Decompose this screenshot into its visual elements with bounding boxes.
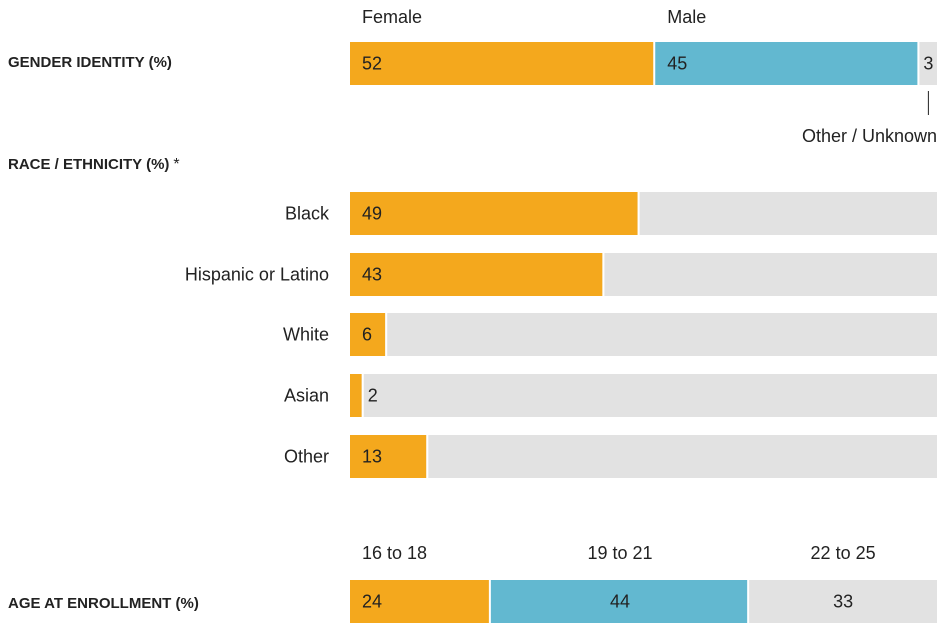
section-title: GENDER IDENTITY (%): [8, 54, 172, 71]
bar: [350, 435, 427, 478]
bar-track: [350, 313, 937, 356]
category-label: Asian: [284, 385, 329, 405]
legend-label: 22 to 25: [811, 543, 876, 563]
bar-segment: [919, 42, 937, 85]
value-label: 43: [362, 264, 382, 284]
bar: [350, 192, 638, 235]
bar-segment: [350, 42, 654, 85]
category-label: Black: [285, 203, 330, 223]
bar-segment: [490, 580, 748, 623]
bar-segment: [350, 580, 489, 623]
value-label: 33: [833, 591, 853, 611]
bar-gap: [602, 253, 605, 296]
value-label: 49: [362, 203, 382, 223]
bar-segment: [749, 580, 937, 623]
section-title: AGE AT ENROLLMENT (%): [8, 595, 199, 612]
section-title: RACE / ETHNICITY (%): [8, 156, 169, 173]
value-label: 52: [362, 53, 382, 73]
category-label: Other: [284, 446, 329, 466]
value-label: 2: [368, 385, 378, 405]
bar: [350, 313, 386, 356]
value-label: 45: [667, 53, 687, 73]
legend-label: Other / Unknown: [802, 126, 937, 146]
bar-segment: [655, 42, 918, 85]
bar: [350, 253, 603, 296]
bar-gap: [637, 192, 640, 235]
value-label: 3: [923, 53, 933, 73]
legend-label: 16 to 18: [362, 543, 427, 563]
category-label: Hispanic or Latino: [185, 264, 329, 284]
bar-track: [350, 374, 937, 417]
value-label: 13: [362, 446, 382, 466]
bar-gap: [385, 313, 388, 356]
bar-gap: [361, 374, 364, 417]
category-label: White: [283, 324, 329, 344]
bar-gap: [426, 435, 429, 478]
value-label: 6: [362, 324, 372, 344]
legend-label: Male: [667, 7, 706, 27]
bar-track: [350, 435, 937, 478]
legend-label: 19 to 21: [587, 543, 652, 563]
value-label: 44: [610, 591, 630, 611]
value-label: 24: [362, 591, 382, 611]
bar: [350, 374, 362, 417]
title-note: *: [173, 156, 179, 173]
legend-label: Female: [362, 7, 422, 27]
